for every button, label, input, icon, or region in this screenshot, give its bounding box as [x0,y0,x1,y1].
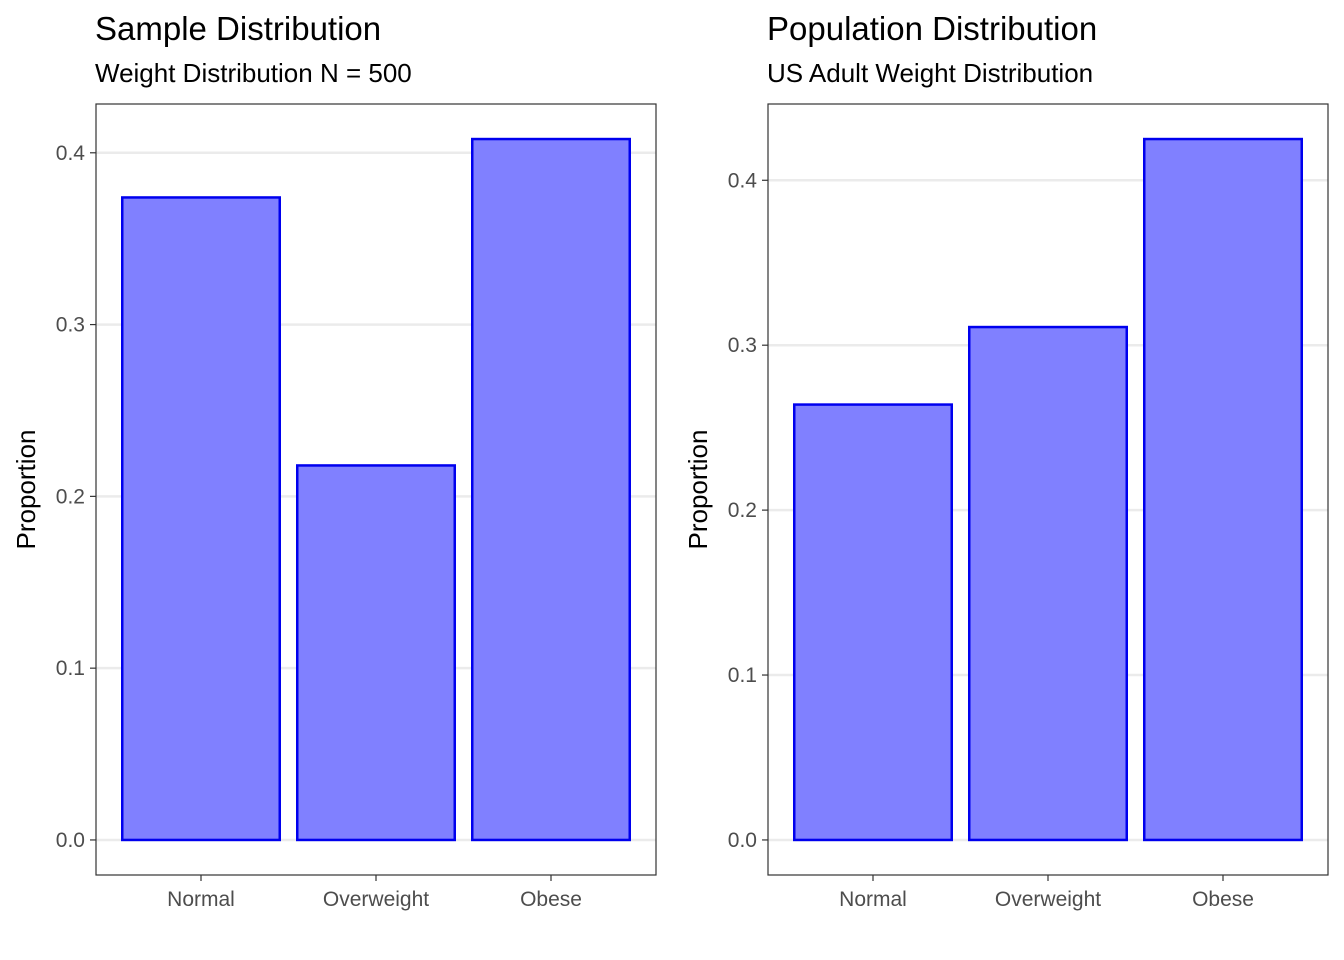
x-tick-label: Obese [520,888,582,911]
population-distribution-panel: Population Distribution US Adult Weight D… [683,10,1329,911]
x-tick-label: Overweight [995,888,1101,911]
x-tick-label: Overweight [323,888,429,911]
bar-obese [471,137,631,842]
sample-distribution-panel: Sample Distribution Weight Distribution N… [11,10,657,911]
y-tick-label: 0.1 [56,657,85,680]
y-tick-label: 0.4 [728,169,758,192]
y-tick-label: 0.2 [56,485,85,508]
y-tick-label: 0.1 [728,664,757,687]
y-tick-label: 0.0 [728,829,757,852]
x-tick-label: Normal [839,888,907,911]
chart-subtitle: Weight Distribution N = 500 [95,58,412,88]
bar-overweight [296,464,456,842]
y-axis-label: Proportion [11,430,41,550]
chart-title: Population Distribution [767,10,1097,47]
y-tick-label: 0.3 [56,314,85,337]
bar-normal [793,403,953,842]
x-tick-label: Normal [167,888,235,911]
y-tick-label: 0.3 [728,334,757,357]
chart-title: Sample Distribution [95,10,381,47]
y-axis-label: Proportion [683,430,713,550]
x-tick-label: Obese [1192,888,1254,911]
chart-subtitle: US Adult Weight Distribution [767,58,1093,88]
y-tick-label: 0.4 [56,142,86,165]
y-tick-label: 0.2 [728,499,757,522]
bar-overweight [968,325,1128,842]
y-tick-label: 0.0 [56,829,85,852]
bar-obese [1143,137,1303,842]
bar-normal [121,196,281,842]
